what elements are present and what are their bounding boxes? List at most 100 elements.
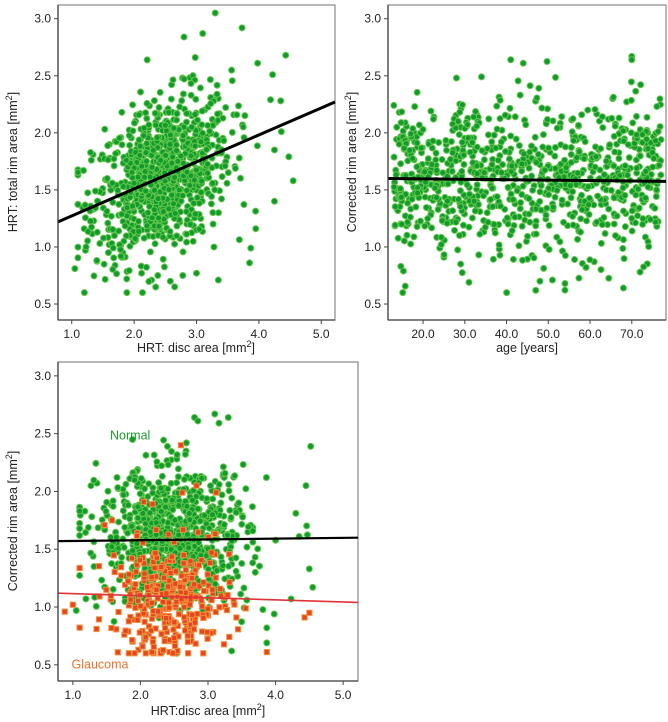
- data-point-normal: [136, 151, 144, 159]
- data-point-normal: [158, 462, 166, 470]
- data-point-normal: [143, 56, 151, 64]
- data-point-normal: [639, 220, 647, 228]
- data-point-normal: [548, 276, 556, 284]
- data-point-normal: [179, 132, 187, 140]
- data-point-normal: [619, 284, 627, 292]
- data-point-normal: [183, 502, 191, 510]
- data-point-normal: [457, 260, 465, 268]
- data-point-normal: [490, 131, 498, 139]
- y-tick-label: 3.0: [34, 12, 51, 26]
- data-point-normal: [437, 233, 445, 241]
- data-point-normal: [624, 141, 632, 149]
- data-point-normal: [146, 202, 154, 210]
- data-point-normal: [86, 217, 94, 225]
- data-point-normal: [180, 75, 188, 83]
- data-point-normal: [452, 74, 460, 82]
- data-point-normal: [536, 198, 544, 206]
- data-point-normal: [289, 177, 297, 185]
- data-point-glaucoma: [207, 559, 214, 566]
- data-point-normal: [615, 154, 623, 162]
- data-point-glaucoma: [142, 650, 149, 657]
- data-point-normal: [220, 137, 228, 145]
- data-point-normal: [494, 156, 502, 164]
- data-point-normal: [501, 111, 509, 119]
- data-point-normal: [449, 149, 457, 157]
- y-axis-label: Corrected rim area [mm2]: [4, 451, 20, 591]
- data-point-normal: [109, 585, 117, 593]
- data-point-normal: [489, 255, 497, 263]
- data-point-normal: [204, 160, 212, 168]
- data-point-normal: [490, 220, 498, 228]
- data-point-normal: [537, 182, 545, 190]
- data-point-normal: [452, 124, 460, 132]
- data-point-normal: [168, 159, 176, 167]
- data-point-normal: [473, 143, 481, 151]
- data-point-glaucoma: [114, 649, 121, 656]
- data-point-normal: [480, 156, 488, 164]
- data-point-normal: [613, 212, 621, 220]
- data-point-glaucoma: [108, 517, 116, 524]
- data-point-normal: [144, 209, 152, 217]
- data-point-normal: [254, 545, 262, 553]
- data-point-normal: [545, 191, 553, 199]
- data-point-normal: [187, 91, 195, 99]
- data-point-normal: [211, 9, 219, 17]
- data-point-normal: [627, 78, 635, 86]
- data-point-glaucoma: [166, 604, 173, 611]
- data-point-normal: [171, 174, 179, 182]
- data-point-normal: [84, 523, 92, 531]
- data-point-normal: [162, 496, 170, 504]
- data-point-normal: [574, 121, 582, 129]
- data-point-normal: [443, 219, 451, 227]
- data-point-normal: [535, 84, 543, 92]
- data-point-glaucoma: [162, 624, 169, 632]
- data-point-normal: [470, 197, 478, 205]
- data-point-normal: [632, 191, 640, 199]
- data-point-normal: [651, 204, 659, 212]
- data-point-glaucoma: [198, 557, 205, 564]
- data-point-normal: [163, 442, 171, 450]
- data-point-glaucoma: [122, 627, 129, 634]
- y-axis-label: HRT: total rim area [mm2]: [4, 92, 20, 232]
- data-point-normal: [150, 186, 158, 194]
- data-point-normal: [232, 508, 240, 516]
- data-point-glaucoma: [117, 564, 125, 571]
- data-point-normal: [157, 156, 165, 164]
- data-point-normal: [129, 202, 137, 210]
- x-tick-label: 1.0: [65, 688, 82, 702]
- data-point-normal: [488, 138, 496, 146]
- data-point-normal: [160, 436, 168, 444]
- data-point-glaucoma: [136, 557, 144, 564]
- data-point-normal: [643, 135, 651, 143]
- data-point-normal: [193, 116, 201, 124]
- data-point-glaucoma: [129, 636, 136, 644]
- data-point-normal: [94, 524, 102, 532]
- data-point-normal: [421, 168, 429, 176]
- data-point-normal: [148, 214, 156, 222]
- data-point-normal: [394, 234, 402, 242]
- data-point-normal: [136, 490, 144, 498]
- data-point-glaucoma: [134, 616, 141, 624]
- data-point-normal: [124, 501, 132, 509]
- data-point-normal: [431, 184, 439, 192]
- data-point-normal: [413, 163, 421, 171]
- data-point-glaucoma: [184, 632, 191, 639]
- data-point-normal: [215, 419, 223, 427]
- data-point-normal: [208, 192, 216, 200]
- data-point-normal: [221, 575, 229, 583]
- data-point-normal: [144, 493, 152, 501]
- data-point-glaucoma: [95, 563, 103, 570]
- data-point-normal: [644, 183, 652, 191]
- data-point-normal: [156, 88, 164, 96]
- data-point-glaucoma: [212, 530, 219, 537]
- data-point-normal: [126, 515, 134, 523]
- data-point-normal: [188, 496, 196, 504]
- data-point-normal: [211, 410, 219, 418]
- data-point-normal: [619, 127, 627, 135]
- data-point-normal: [74, 200, 82, 208]
- data-point-normal: [207, 482, 215, 490]
- data-point-normal: [434, 206, 442, 214]
- data-point-glaucoma: [140, 560, 148, 567]
- data-point-normal: [558, 196, 566, 204]
- data-point-normal: [447, 138, 455, 146]
